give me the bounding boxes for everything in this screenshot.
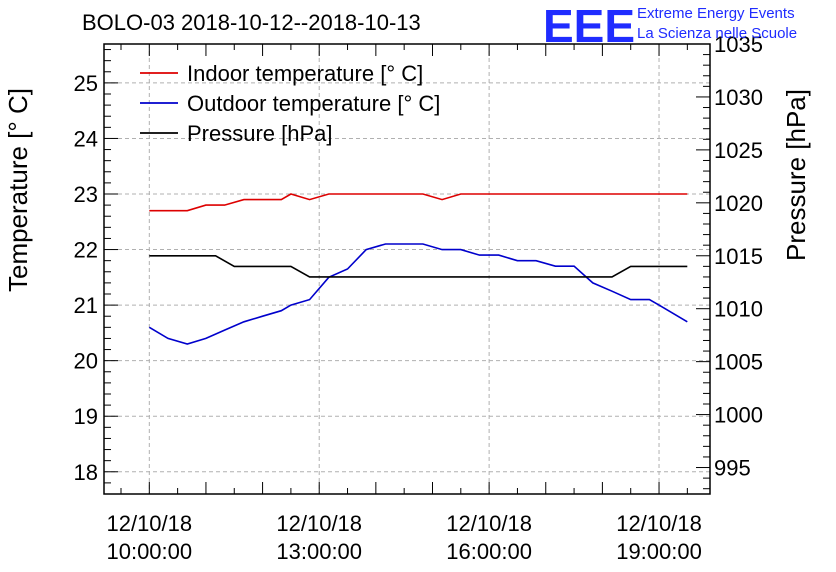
x-tick-label-date: 12/10/18 bbox=[446, 511, 532, 536]
series-lines bbox=[148, 193, 688, 345]
y2-tick-label: 1000 bbox=[714, 403, 763, 428]
y-tick-label: 23 bbox=[74, 182, 98, 207]
x-tick-label-date: 12/10/18 bbox=[616, 511, 702, 536]
y-tick-label: 20 bbox=[74, 349, 98, 374]
y2-tick-label: 995 bbox=[714, 456, 751, 481]
y-tick-label: 19 bbox=[74, 404, 98, 429]
eee-logo: EEE Extreme Energy Events La Scienza nel… bbox=[543, 0, 797, 52]
y-tick-label: 24 bbox=[74, 126, 98, 151]
y-tick-label: 22 bbox=[74, 238, 98, 263]
legend-label: Indoor temperature [° C] bbox=[187, 61, 423, 86]
logo-line2: La Scienza nelle Scuole bbox=[637, 25, 797, 42]
y2-tick-label: 1025 bbox=[714, 138, 763, 163]
plot-frame bbox=[103, 43, 711, 495]
x-tick-label-date: 12/10/18 bbox=[276, 511, 362, 536]
y2-tick-label: 1030 bbox=[714, 85, 763, 110]
x-tick-label-time: 13:00:00 bbox=[276, 539, 362, 564]
y2-tick-label: 1005 bbox=[714, 350, 763, 375]
y2-tick-label: 1015 bbox=[714, 244, 763, 269]
chart-title: BOLO-03 2018-10-12--2018-10-13 bbox=[82, 10, 421, 35]
y2-tick-label: 1035 bbox=[714, 32, 763, 57]
x-tick-label-time: 10:00:00 bbox=[106, 539, 192, 564]
y-tick-label: 25 bbox=[74, 71, 98, 96]
legend-label: Outdoor temperature [° C] bbox=[187, 91, 440, 116]
y-tick-label: 18 bbox=[74, 460, 98, 485]
logo-line1: Extreme Energy Events bbox=[637, 5, 795, 22]
y2-tick-label: 1010 bbox=[714, 297, 763, 322]
series-line-indoor bbox=[149, 193, 688, 212]
series-line-pressure bbox=[149, 255, 688, 278]
x-tick-label-date: 12/10/18 bbox=[106, 511, 192, 536]
y2-axis-title: Pressure [hPa] bbox=[781, 89, 811, 261]
logo-letters: EEE bbox=[543, 0, 635, 52]
axes: 12/10/18 10:00:00 12/10/18 13:00:00 12/10/18… bbox=[74, 32, 763, 564]
y2-tick-label: 1020 bbox=[714, 191, 763, 216]
series-line-outdoor bbox=[148, 243, 688, 345]
legend-label: Pressure [hPa] bbox=[187, 121, 333, 146]
legend: Indoor temperature [° C] Outdoor temperat… bbox=[140, 61, 440, 146]
y-tick-label: 21 bbox=[74, 293, 98, 318]
x-tick-label-time: 19:00:00 bbox=[616, 539, 702, 564]
y-axis-title: Temperature [° C] bbox=[3, 88, 33, 292]
x-tick-label-time: 16:00:00 bbox=[446, 539, 532, 564]
